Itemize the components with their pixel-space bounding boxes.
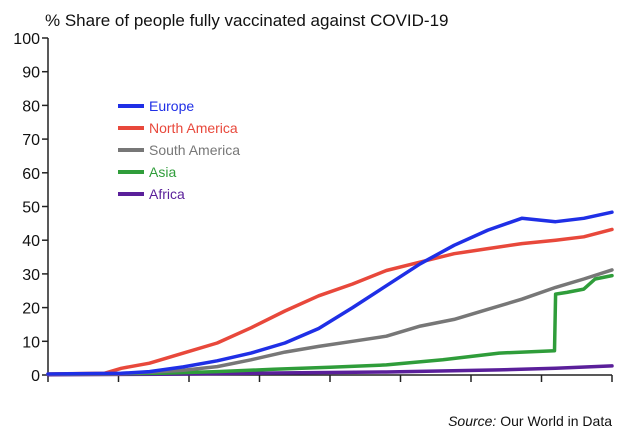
y-tick-label: 90 xyxy=(22,65,40,82)
y-tick-label: 0 xyxy=(31,368,40,385)
source-note: Source: Our World in Data xyxy=(448,413,612,428)
source-prefix: Source: xyxy=(448,413,496,428)
y-tick-label: 60 xyxy=(22,166,40,183)
y-tick-label: 100 xyxy=(13,31,40,48)
legend-label-europe: Europe xyxy=(149,98,194,114)
series-line-north-america xyxy=(46,227,614,376)
series-line-south-america xyxy=(46,268,614,377)
y-tick-label: 70 xyxy=(22,132,40,149)
legend-label-africa: Africa xyxy=(149,186,185,202)
legend-label-asia: Asia xyxy=(149,164,176,180)
legend-label-south-america: South America xyxy=(149,142,240,158)
y-tick-label: 40 xyxy=(22,233,40,250)
legend: Europe North America South America Asia Afri… xyxy=(118,98,240,202)
chart-title: % Share of people fully vaccinated again… xyxy=(45,11,449,30)
y-tick-label: 10 xyxy=(22,334,40,351)
legend-label-north-america: North America xyxy=(149,120,238,136)
source-text: Our World in Data xyxy=(496,413,612,428)
series-line-asia xyxy=(46,273,614,377)
series-lines xyxy=(46,210,614,377)
y-tick-label: 80 xyxy=(22,98,40,115)
y-tick-label: 50 xyxy=(22,200,40,217)
y-axis-ticks: 0 10 20 30 40 50 60 70 80 90 100 xyxy=(13,31,49,385)
y-tick-label: 30 xyxy=(22,267,40,284)
y-tick-label: 20 xyxy=(22,301,40,318)
series-line-europe xyxy=(46,210,614,376)
